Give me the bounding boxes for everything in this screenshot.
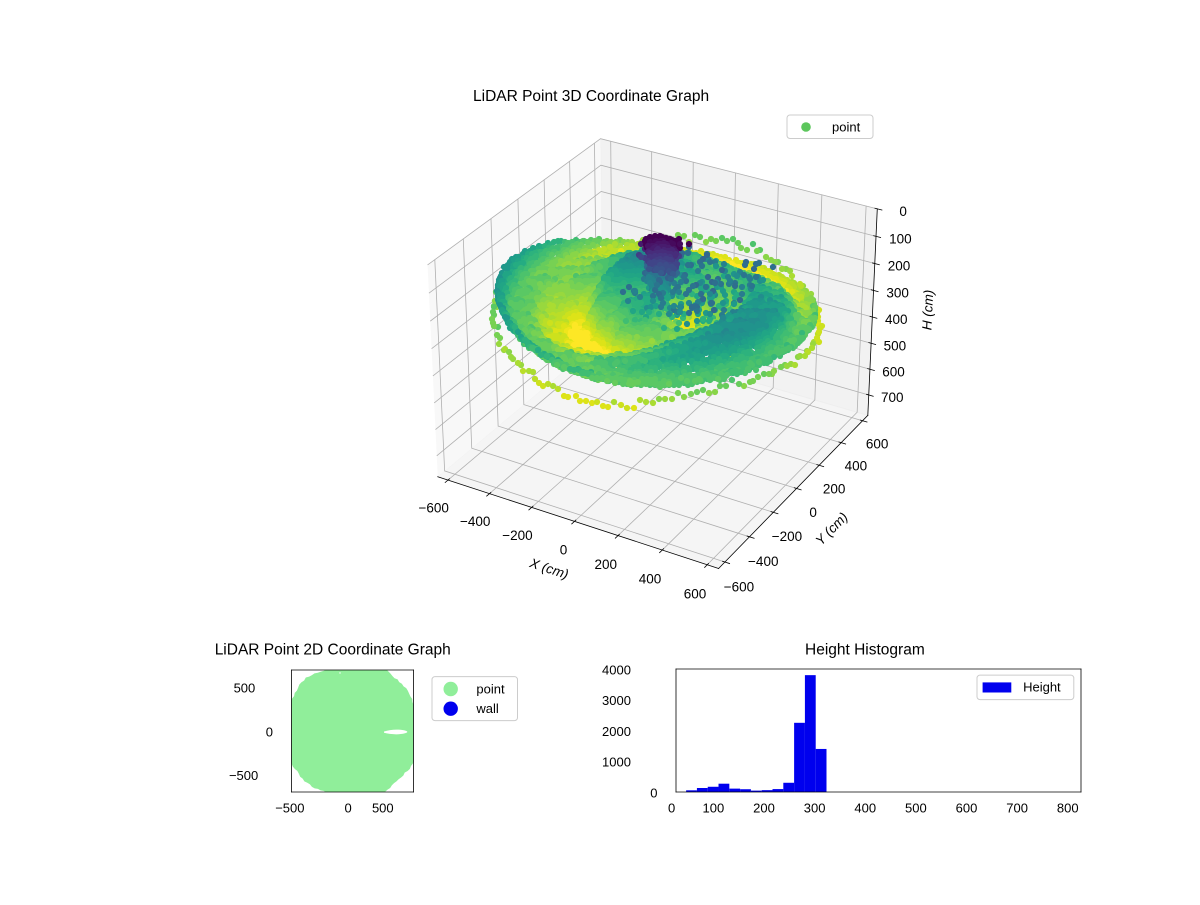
svg-text:1000: 1000 [602, 755, 631, 770]
svg-text:400: 400 [854, 800, 876, 815]
svg-text:200: 200 [753, 800, 775, 815]
svg-text:−600: −600 [418, 500, 448, 515]
svg-text:Height: Height [1023, 680, 1061, 695]
svg-text:2000: 2000 [602, 724, 631, 739]
svg-text:200: 200 [823, 481, 846, 496]
svg-text:0: 0 [266, 724, 273, 739]
svg-text:0: 0 [668, 800, 675, 815]
svg-text:0: 0 [560, 542, 568, 557]
svg-text:0: 0 [650, 785, 657, 800]
svg-text:500: 500 [372, 800, 394, 815]
svg-text:0: 0 [344, 800, 351, 815]
svg-text:500: 500 [905, 800, 927, 815]
svg-text:100: 100 [889, 232, 912, 247]
svg-text:point: point [476, 682, 505, 697]
svg-text:400: 400 [885, 312, 908, 327]
svg-text:100: 100 [703, 800, 725, 815]
svg-text:0: 0 [809, 505, 817, 520]
svg-text:600: 600 [866, 436, 889, 451]
svg-text:3000: 3000 [602, 693, 631, 708]
svg-text:wall: wall [475, 701, 499, 716]
svg-text:−500: −500 [229, 768, 258, 783]
svg-text:600: 600 [882, 364, 905, 379]
svg-text:200: 200 [594, 557, 617, 572]
svg-text:−600: −600 [724, 579, 754, 594]
svg-text:600: 600 [956, 800, 978, 815]
svg-text:−200: −200 [502, 528, 532, 543]
svg-text:4000: 4000 [602, 662, 631, 677]
svg-text:−200: −200 [772, 529, 802, 544]
svg-text:700: 700 [881, 390, 904, 405]
svg-text:Height Histogram: Height Histogram [805, 642, 925, 659]
svg-text:700: 700 [1006, 800, 1028, 815]
svg-text:300: 300 [804, 800, 826, 815]
svg-text:−500: −500 [275, 800, 304, 815]
svg-text:H (cm): H (cm) [919, 289, 936, 330]
svg-text:800: 800 [1057, 800, 1079, 815]
svg-text:500: 500 [234, 681, 256, 696]
svg-text:LiDAR Point 2D Coordinate Grap: LiDAR Point 2D Coordinate Graph [215, 642, 451, 659]
svg-text:200: 200 [888, 259, 911, 274]
svg-text:400: 400 [639, 571, 662, 586]
svg-text:LiDAR Point 3D Coordinate Grap: LiDAR Point 3D Coordinate Graph [473, 88, 709, 105]
svg-text:0: 0 [899, 204, 907, 219]
svg-text:500: 500 [884, 338, 907, 353]
svg-text:point: point [832, 120, 861, 135]
svg-text:300: 300 [886, 286, 909, 301]
svg-text:−400: −400 [460, 514, 490, 529]
svg-text:600: 600 [684, 586, 707, 601]
svg-text:400: 400 [845, 459, 868, 474]
svg-text:−400: −400 [748, 554, 778, 569]
